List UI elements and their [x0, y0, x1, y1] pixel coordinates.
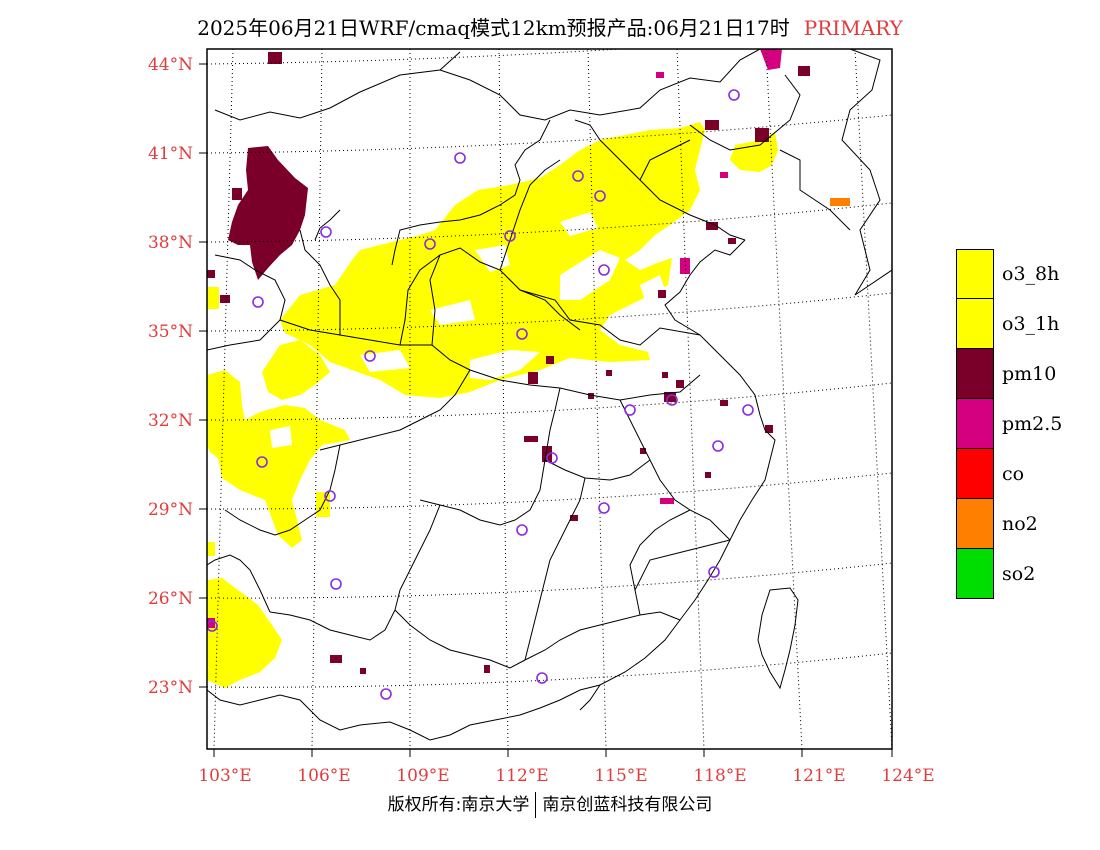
lat-label-38: 38°N: [147, 233, 193, 253]
station-marker: [252, 296, 264, 308]
station-marker: [742, 404, 754, 416]
legend-swatch: [956, 249, 994, 299]
lat-lon-grid: [207, 49, 892, 749]
o3-region-west-edge: [207, 370, 350, 548]
station-marker: [594, 190, 606, 202]
copyright-right: 南京创蓝科技有限公司: [542, 795, 713, 815]
legend-label: o3_8h: [1002, 263, 1060, 285]
copyright-footer: 版权所有:南京大学 南京创蓝科技有限公司: [0, 790, 1100, 818]
station-marker: [454, 152, 466, 164]
legend-swatch: [956, 549, 994, 599]
lon-label-106: 106°E: [297, 766, 351, 786]
station-marker: [708, 566, 720, 578]
station-marker: [516, 328, 528, 340]
lon-label-118: 118°E: [693, 766, 747, 786]
legend-label: o3_1h: [1002, 313, 1060, 335]
station-marker: [364, 350, 376, 362]
legend-label: pm2.5: [1002, 413, 1063, 435]
legend-label: co: [1002, 463, 1025, 485]
station-marker: [572, 170, 584, 182]
lat-label-23: 23°N: [147, 678, 193, 698]
axis-ticks: [199, 63, 893, 757]
o3-region-south-west: [207, 578, 282, 688]
o3-region-sichuan: [262, 340, 330, 400]
legend-label: pm10: [1002, 363, 1057, 385]
title-text: 2025年06月21日WRF/cmaq模式12km预报产品:06月21日17时: [197, 16, 790, 40]
title-primary-tag: PRIMARY: [803, 16, 903, 40]
station-marker: [536, 672, 548, 684]
legend-swatch: [956, 499, 994, 549]
station-marker: [598, 502, 610, 514]
station-marker: [666, 394, 678, 406]
pm10-layer: [207, 52, 810, 674]
station-markers: [207, 89, 754, 700]
lon-label-103: 103°E: [198, 766, 252, 786]
station-marker: [598, 264, 610, 276]
station-marker: [728, 89, 740, 101]
chart-title: 2025年06月21日WRF/cmaq模式12km预报产品:06月21日17时 P…: [0, 12, 1100, 41]
lat-label-41: 41°N: [147, 144, 193, 164]
lat-label-35: 35°N: [147, 322, 193, 342]
legend-swatch: [956, 349, 994, 399]
legend-label: no2: [1002, 513, 1038, 535]
lon-label-121: 121°E: [792, 766, 846, 786]
lat-label-44: 44°N: [147, 55, 193, 75]
station-marker: [207, 620, 218, 632]
no2-region: [830, 198, 850, 206]
station-marker: [330, 578, 342, 590]
legend-swatch: [956, 449, 994, 499]
lat-label-29: 29°N: [147, 500, 193, 520]
pm25-layer: [207, 49, 782, 628]
station-marker: [712, 440, 724, 452]
o3-gaps: [270, 212, 665, 448]
station-marker: [256, 456, 268, 468]
station-marker: [546, 452, 558, 464]
lat-label-32: 32°N: [147, 411, 193, 431]
lon-label-124: 124°E: [881, 766, 935, 786]
legend-swatch: [956, 399, 994, 449]
footer-separator: [535, 792, 537, 818]
lon-label-112: 112°E: [495, 766, 549, 786]
province-boundaries: [207, 49, 892, 741]
map-frame: [206, 48, 893, 750]
station-marker: [324, 490, 336, 502]
pm10-region-inner-mongolia: [228, 146, 308, 280]
station-marker: [424, 238, 436, 250]
legend-label: so2: [1002, 563, 1036, 585]
lon-label-115: 115°E: [594, 766, 648, 786]
lat-label-26: 26°N: [147, 589, 193, 609]
legend-swatch: [956, 299, 994, 349]
o3-region-ne-coast: [730, 132, 778, 172]
station-marker: [516, 524, 528, 536]
station-marker: [320, 226, 332, 238]
copyright-left: 版权所有:南京大学: [387, 795, 530, 815]
lon-label-109: 109°E: [396, 766, 450, 786]
station-marker: [624, 404, 636, 416]
station-marker: [380, 688, 392, 700]
station-marker: [504, 230, 516, 242]
